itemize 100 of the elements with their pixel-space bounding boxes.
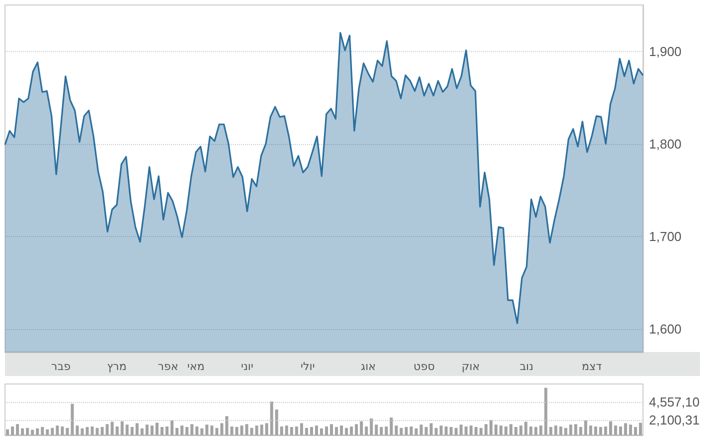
bar <box>524 422 528 435</box>
x-tick-label: אפר <box>158 360 178 373</box>
bar <box>190 424 194 435</box>
bar <box>519 426 522 435</box>
bar <box>310 426 314 435</box>
bar <box>315 426 318 435</box>
ref-line-label: 2,100,31 <box>649 412 700 428</box>
bar <box>384 426 388 435</box>
bar <box>474 426 478 435</box>
bar <box>260 424 264 435</box>
bar <box>589 426 592 435</box>
bar <box>146 424 149 435</box>
x-tick-label: יוני <box>240 360 254 373</box>
bar <box>50 428 54 435</box>
bar <box>629 424 632 435</box>
bar <box>56 426 59 435</box>
bar <box>6 429 9 435</box>
bar <box>26 428 29 435</box>
bar <box>210 426 214 435</box>
x-tick-label: מאי <box>187 360 205 373</box>
bar <box>60 426 64 435</box>
bar <box>20 428 24 435</box>
bar <box>295 426 298 435</box>
bar <box>354 424 358 435</box>
bar <box>489 420 492 435</box>
bar <box>76 426 79 435</box>
bar <box>529 426 532 435</box>
y-tick-label: 1,600 <box>649 321 682 336</box>
x-tick-label: יולי <box>300 360 315 373</box>
bar <box>380 426 383 435</box>
bar <box>374 424 378 435</box>
bar <box>265 423 268 435</box>
bar <box>215 428 218 435</box>
bar <box>150 426 154 435</box>
bar <box>454 428 458 435</box>
bar <box>609 421 612 435</box>
bar <box>200 428 204 435</box>
bar <box>390 418 393 435</box>
bar <box>364 426 368 435</box>
bar <box>120 421 124 435</box>
bar <box>185 426 188 435</box>
bar <box>156 422 159 435</box>
bar <box>16 424 19 435</box>
bar <box>130 426 134 435</box>
bar <box>340 426 343 435</box>
bar <box>599 426 602 435</box>
bar <box>604 426 608 435</box>
bar <box>175 428 178 435</box>
bar <box>165 426 168 435</box>
bar <box>460 424 463 435</box>
bar <box>170 420 174 435</box>
bar <box>480 428 483 435</box>
bar <box>344 428 348 435</box>
y-tick-label: 1,900 <box>649 44 682 59</box>
x-tick-label: ספט <box>414 360 435 373</box>
bar <box>504 426 508 435</box>
bar <box>180 426 184 435</box>
bar <box>420 424 423 435</box>
bar <box>450 426 453 435</box>
bar <box>300 423 304 435</box>
bar <box>414 428 418 435</box>
bar <box>430 423 433 435</box>
bar <box>444 426 448 435</box>
y-tick-label: 1,800 <box>649 136 682 152</box>
bar <box>10 426 14 435</box>
bar <box>424 426 428 435</box>
bar <box>539 426 542 435</box>
bar <box>554 426 558 435</box>
bar <box>360 421 363 435</box>
bar <box>324 426 328 435</box>
bar <box>634 426 638 435</box>
x-tick-label: אוג <box>360 360 376 373</box>
bar <box>549 426 552 435</box>
bar <box>140 428 144 435</box>
bar <box>394 426 398 435</box>
bar <box>494 424 498 435</box>
bar <box>46 429 49 435</box>
x-tick-label: נוב <box>520 360 534 373</box>
bar <box>534 426 538 435</box>
x-tick-label: פבר <box>51 360 71 373</box>
bar <box>499 426 502 435</box>
bar <box>36 428 39 435</box>
y-tick-label: 1,700 <box>649 228 682 244</box>
x-tick-label: מרץ <box>106 360 127 373</box>
bar <box>484 424 488 435</box>
bar <box>509 424 512 435</box>
bar <box>574 424 578 435</box>
bar <box>290 426 294 435</box>
bar <box>334 426 338 435</box>
bar <box>579 426 582 435</box>
bar <box>544 388 548 435</box>
bar <box>116 426 119 435</box>
bar <box>205 424 208 435</box>
bar <box>440 426 443 435</box>
bar <box>230 426 234 435</box>
bar <box>30 430 34 435</box>
bar <box>434 428 438 435</box>
bar <box>285 426 288 435</box>
bar <box>70 404 74 435</box>
bar <box>594 426 598 435</box>
